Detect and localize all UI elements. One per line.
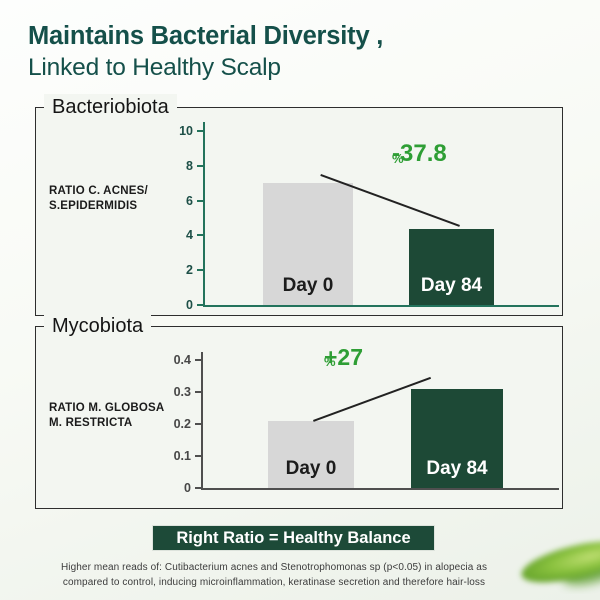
bar-day-84: Day 84 (411, 388, 503, 488)
bar-day-84: Day 84 (409, 229, 494, 305)
y-tick-label: 4 (186, 228, 193, 243)
y-tick-mark (195, 487, 201, 489)
panel-bacteriobiota: Bacteriobiota RATIO C. ACNES/ S.EPIDERMI… (35, 94, 563, 316)
bar-day-0: Day 0 (263, 183, 353, 305)
panel-title-mycobiota: Mycobiota (44, 313, 152, 339)
bar-label: Day 0 (282, 274, 334, 296)
change-unit: % (324, 354, 336, 369)
panel-title-bacteriobiota: Bacteriobiota (44, 94, 177, 120)
page-title-line2: Linked to Healthy Scalp (28, 54, 281, 81)
footnote-line1: Higher mean reads of: Cutibacterium acne… (60, 562, 488, 573)
change-value: -37.8 (392, 140, 447, 167)
y-axis (203, 122, 205, 307)
y-axis-label-line1: RATIO C. ACNES/ (49, 185, 148, 197)
y-tick-label: 0 (186, 298, 193, 312)
page-title-line1: Maintains Bacterial Diversity , (28, 22, 384, 50)
y-tick-mark (195, 423, 201, 425)
y-axis-label-bacteriobiota: RATIO C. ACNES/ S.EPIDERMIDIS (49, 184, 148, 213)
bar-label: Day 84 (420, 274, 483, 296)
change-unit: % (392, 151, 404, 166)
y-axis-label-line2: S.EPIDERMIDIS (49, 199, 138, 212)
y-tick-mark (197, 269, 203, 272)
y-tick-label: 0.1 (173, 449, 191, 463)
y-axis-label-line2: M. RESTRICTA (49, 416, 133, 429)
y-axis-label-mycobiota: RATIO M. GLOBOSA M. RESTRICTA (49, 401, 164, 430)
x-axis (201, 488, 559, 490)
y-tick-label: 8 (186, 158, 193, 173)
y-tick-label: 6 (186, 193, 193, 208)
leaf-image (510, 528, 600, 594)
y-tick-mark (195, 391, 201, 393)
y-tick-mark (197, 304, 203, 306)
bar-chart-mycobiota: 0 0.1 0.2 0.3 0.4 Day 0 Day 84 +27% (36, 327, 562, 508)
bar-day-0: Day 0 (268, 420, 354, 488)
banner-right-ratio: Right Ratio = Healthy Balance (152, 525, 435, 551)
y-tick-mark (195, 455, 201, 457)
page-title: Maintains Bacterial Diversity , Linked t… (28, 22, 383, 82)
y-axis-label-line1: RATIO M. GLOBOSA (49, 402, 165, 414)
y-tick-mark (197, 234, 203, 237)
y-tick-mark (197, 164, 203, 167)
panel-mycobiota: Mycobiota RATIO M. GLOBOSA M. RESTRICTA … (35, 313, 563, 509)
y-tick-label: 0.2 (173, 417, 191, 431)
bar-label: Day 84 (426, 457, 488, 479)
y-tick-mark (197, 130, 203, 132)
y-tick-label: 0.4 (173, 353, 191, 367)
y-tick-mark (195, 359, 201, 361)
x-axis (203, 305, 559, 307)
y-axis (201, 352, 203, 490)
footnote-line2: compared to control, inducing microinfla… (62, 576, 486, 588)
y-tick-label: 0 (184, 481, 191, 495)
footnote: Higher mean reads of: Cutibacterium acne… (28, 561, 520, 590)
change-value: +27 (324, 344, 364, 370)
y-tick-label: 10 (179, 124, 193, 138)
y-tick-label: 0.3 (173, 385, 191, 399)
y-tick-mark (197, 199, 203, 202)
bar-label: Day 0 (285, 457, 337, 479)
y-tick-label: 2 (186, 263, 193, 278)
bar-chart-bacteriobiota: 0 2 4 6 8 10 Day 0 Day 84 -37.8% (36, 108, 562, 315)
